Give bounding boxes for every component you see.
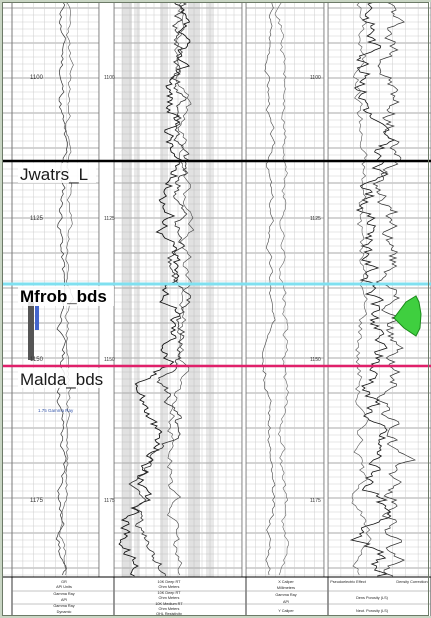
footer-t1-5: Dynamic	[57, 610, 72, 614]
footer-t2-6: OHL Resistivity	[156, 612, 182, 616]
track4-green-fill	[393, 295, 422, 337]
footer-t3-4: Y Caliper	[278, 609, 294, 613]
footer-t4-2: Dens Porosity (LS)	[356, 596, 389, 600]
footer-t4-1: Density Correction	[396, 580, 427, 584]
footer-t2-1: Ohm Meters	[159, 585, 180, 589]
depth-label-t4-1125: 1125	[310, 216, 321, 222]
depth-label-t1-1125: 1125	[30, 216, 44, 222]
footer-t2-3: Ohm Meters	[159, 596, 180, 600]
depth-label-t4-1100: 1100	[310, 75, 321, 81]
marker-label-bg-jwatrs	[18, 163, 96, 183]
marker-label-bg-malda	[18, 368, 106, 388]
footer-t4-3: Neut. Porosity (LS)	[356, 609, 389, 613]
track1-scale-bar	[28, 302, 34, 360]
track1-annotation: 1.75 Gamma Ray	[38, 408, 74, 413]
footer-t2-0: 10K Deep RT	[158, 580, 182, 584]
footer-t1-0: GR	[61, 580, 67, 584]
log-grid	[2, 2, 431, 577]
depth-label-t2-1100: 1100	[104, 75, 115, 81]
depth-label-t1-1175: 1175	[30, 498, 44, 504]
depth-label-t2-1175: 1175	[104, 498, 115, 504]
marker-label-jwatrs: Jwatrs_L	[20, 165, 88, 184]
log-footer: GR API Units Gamma Ray API Gamma Ray Dyn…	[2, 576, 431, 616]
depth-label-t4-1175: 1175	[310, 498, 321, 504]
marker-label-bg-mfrob	[18, 286, 114, 306]
depth-label-t1-1150: 1150	[30, 357, 44, 363]
footer-t3-1: Millimeters	[277, 586, 295, 590]
marker-label-malda: Malda_bds	[20, 370, 103, 389]
footer-t1-1: API Units	[56, 585, 72, 589]
marker-label-mfrob: Mfrob_bds	[20, 287, 107, 306]
footer-bg	[2, 577, 431, 616]
footer-t2-2: 10K Deep RT	[158, 591, 182, 595]
depth-label-t1-1100: 1100	[30, 75, 44, 81]
footer-t3-3: API	[283, 600, 289, 604]
track1-scale-bar-tick	[35, 306, 39, 330]
footer-t2-4: 10K Medium RT	[155, 602, 183, 606]
footer-t3-2: Gamma Ray	[275, 593, 296, 597]
depth-label-t4-1150: 1150	[310, 357, 321, 363]
footer-t4-0: Pseudoelectric Effect	[330, 580, 367, 584]
depth-label-t2-1125: 1125	[104, 216, 115, 222]
footer-t1-2: Gamma Ray	[53, 592, 74, 596]
footer-t3-0: X Caliper	[278, 580, 294, 584]
footer-t1-4: Gamma Ray	[53, 604, 74, 608]
footer-t1-3: API	[61, 598, 67, 602]
depth-label-t2-1150: 1150	[104, 357, 115, 363]
footer-t2-5: Ohm Meters	[159, 607, 180, 611]
